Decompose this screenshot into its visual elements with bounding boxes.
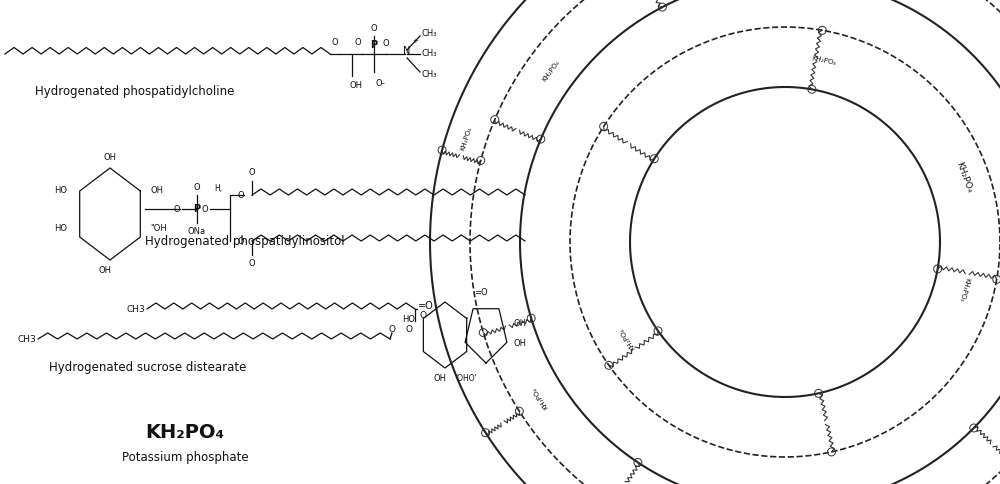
Text: HO: HO (54, 185, 67, 195)
Text: CH₃: CH₃ (422, 30, 438, 39)
Text: KH₂PO₄: KH₂PO₄ (618, 327, 636, 351)
Text: KH₂PO₄: KH₂PO₄ (531, 386, 550, 410)
Text: KH₂PO₄: KH₂PO₄ (541, 59, 561, 82)
Text: CH₃: CH₃ (422, 70, 438, 78)
Text: Hydrogenated sucrose distearate: Hydrogenated sucrose distearate (49, 361, 247, 374)
Text: Hydrogenated phospatidylinositol: Hydrogenated phospatidylinositol (145, 236, 345, 248)
Text: O: O (405, 325, 412, 334)
Text: N: N (403, 46, 411, 56)
Text: KH₂PO₄: KH₂PO₄ (811, 56, 836, 67)
Text: O: O (383, 39, 389, 48)
Text: OH: OH (513, 318, 526, 328)
Text: KH₂PO₄: KH₂PO₄ (460, 126, 473, 151)
Text: HO: HO (402, 316, 415, 324)
Text: O: O (201, 205, 208, 213)
Text: O: O (173, 205, 180, 213)
Text: O: O (371, 24, 377, 33)
Text: O: O (237, 237, 244, 245)
Text: H,: H, (214, 184, 222, 194)
Text: OH: OH (434, 374, 447, 383)
Text: KH₂PO₄: KH₂PO₄ (958, 277, 970, 302)
Text: Hydrogenated phospatidylcholine: Hydrogenated phospatidylcholine (35, 85, 235, 97)
Text: OH: OH (513, 338, 526, 348)
Text: OH: OH (350, 81, 363, 90)
Text: O: O (388, 324, 396, 333)
Text: KH₂PO₄: KH₂PO₄ (145, 424, 225, 442)
Text: OH: OH (98, 266, 112, 275)
Text: O: O (249, 259, 255, 268)
Text: O: O (237, 191, 244, 199)
Text: O: O (354, 38, 361, 47)
Text: HO: HO (54, 224, 67, 232)
Text: O: O (194, 183, 200, 192)
Text: Potassium phosphate: Potassium phosphate (122, 452, 248, 465)
Text: =O: =O (418, 301, 434, 311)
Text: O: O (332, 38, 338, 47)
Text: KH₂PO₄: KH₂PO₄ (954, 160, 973, 194)
Text: OH: OH (104, 153, 117, 162)
Text: P: P (193, 204, 201, 214)
Text: 'OHO': 'OHO' (455, 374, 477, 383)
Text: =O: =O (474, 288, 488, 297)
Text: O: O (249, 168, 255, 177)
Text: O: O (420, 311, 427, 319)
Text: CH3: CH3 (17, 334, 36, 344)
Text: "OH: "OH (150, 224, 167, 232)
Text: CH3: CH3 (126, 304, 145, 314)
Text: CH₃: CH₃ (422, 49, 438, 59)
Text: P: P (370, 40, 378, 50)
Text: ONa: ONa (188, 227, 206, 236)
Text: O-: O- (375, 79, 385, 88)
Text: OH: OH (150, 185, 163, 195)
Text: +: + (412, 38, 418, 44)
